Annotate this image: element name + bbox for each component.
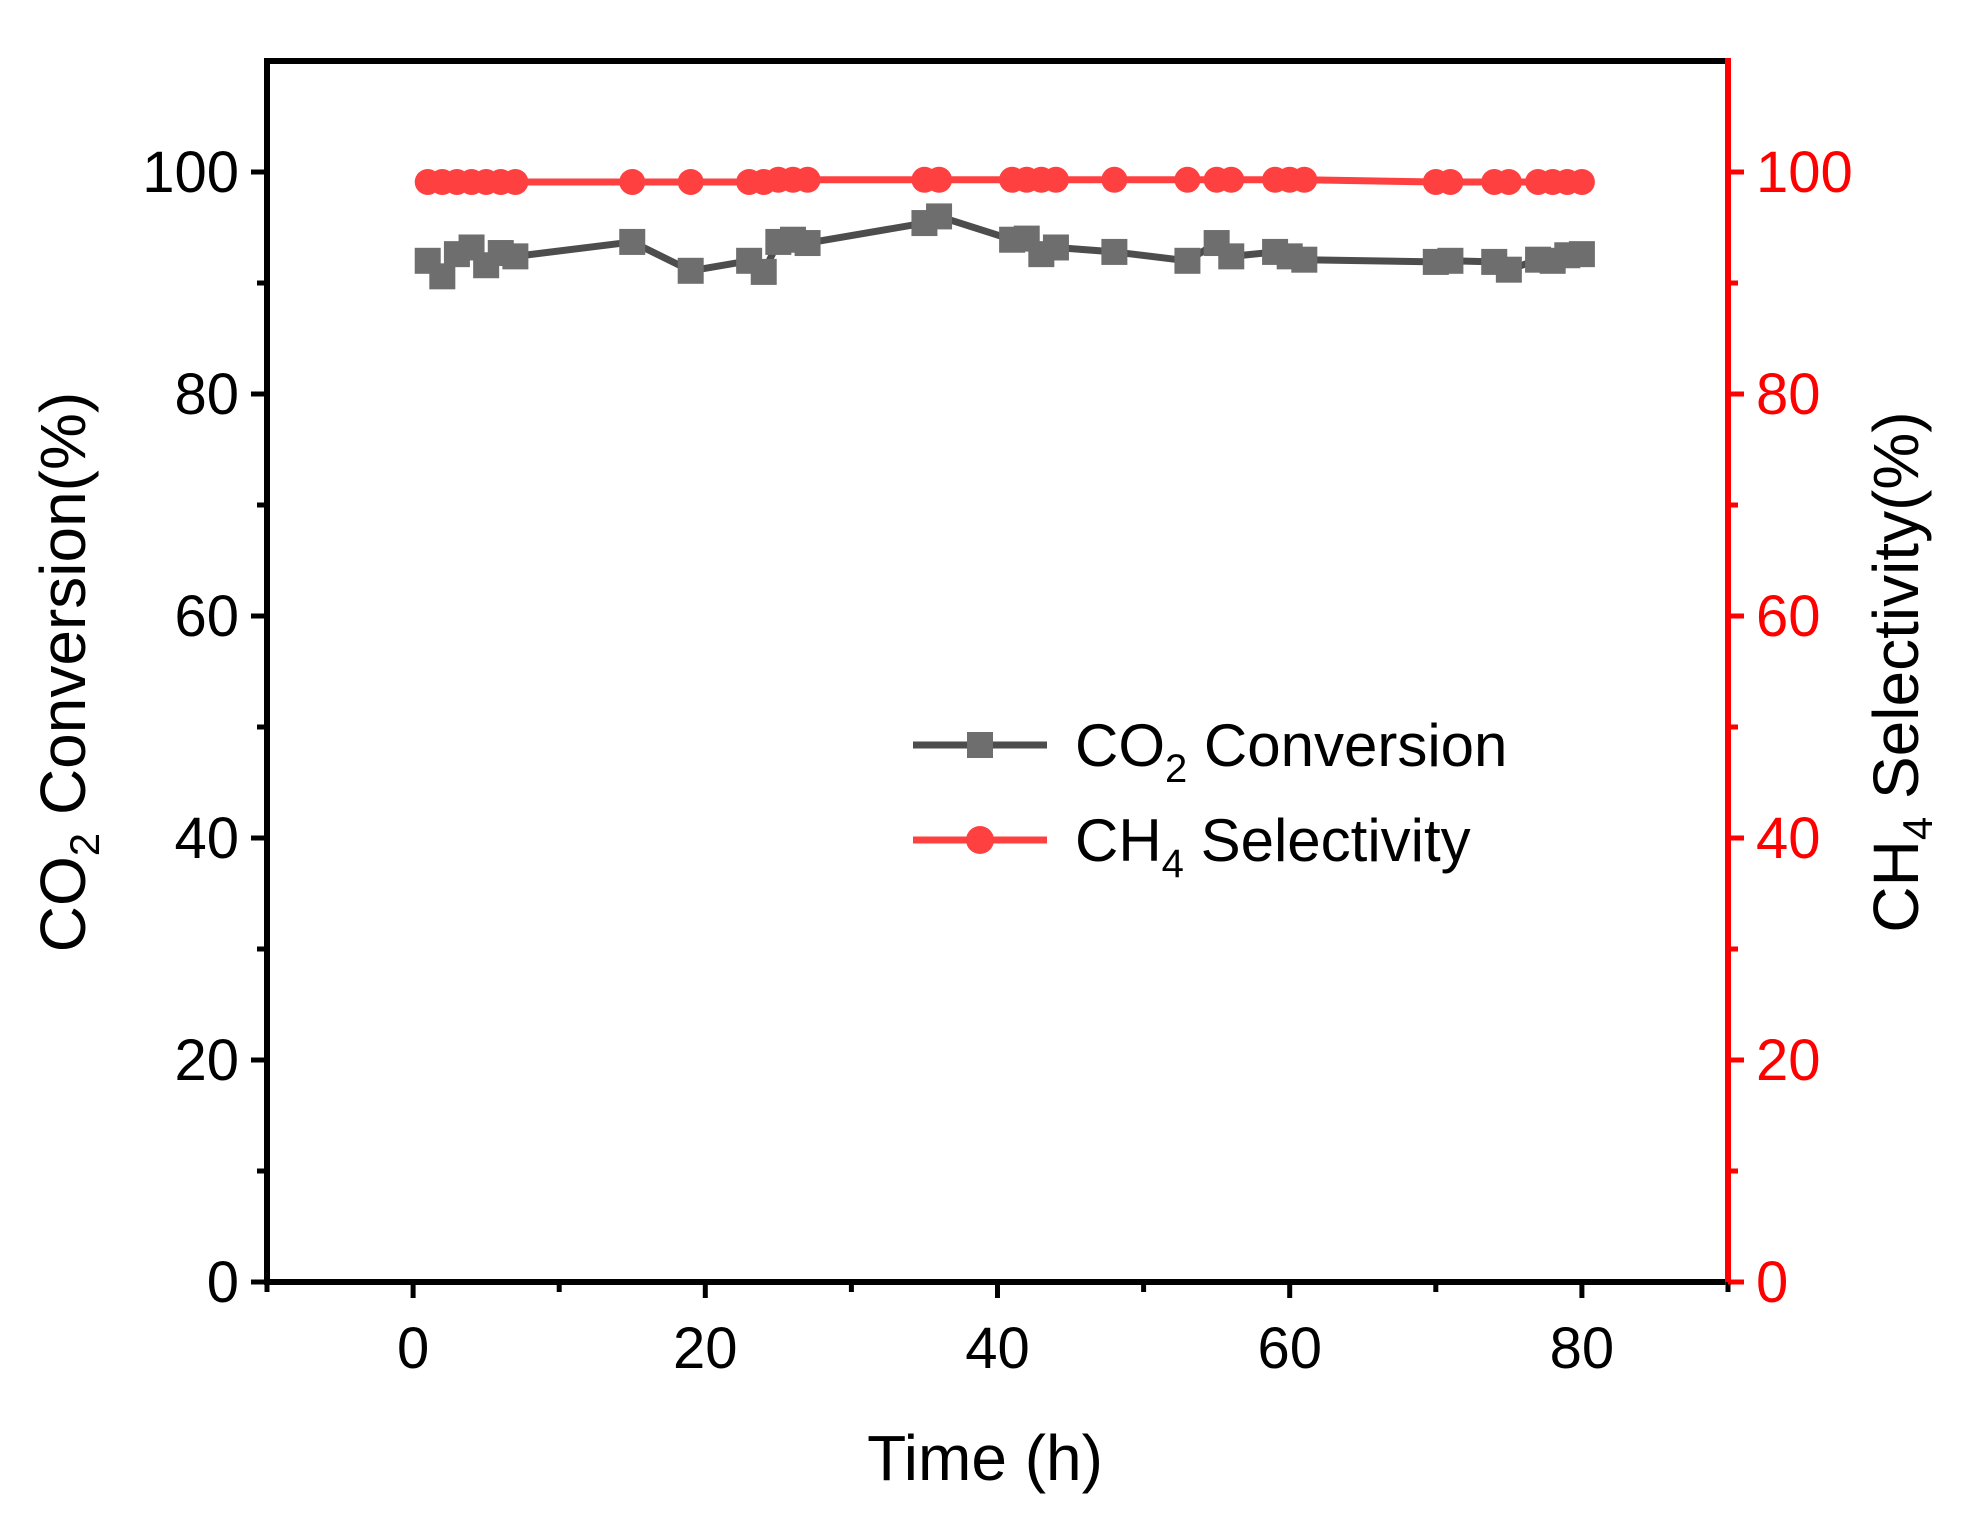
data-point-ch4: [1568, 168, 1595, 195]
y-tick-label-left: 40: [174, 806, 239, 871]
y-tick-label-left: 60: [174, 584, 239, 649]
data-point-co2: [1291, 246, 1318, 273]
data-point-co2: [1101, 238, 1128, 265]
data-point-ch4: [502, 168, 529, 195]
x-tick-label: 40: [965, 1316, 1030, 1381]
x-tick-label: 0: [397, 1316, 429, 1381]
data-point-co2: [1495, 256, 1522, 283]
data-point-co2: [429, 263, 456, 290]
data-point-co2: [750, 258, 777, 285]
data-point-co2: [1042, 234, 1069, 261]
axes-layer: 0 20 40 60 80 0 20 40 60 80 100 0 20 40 60 80 100: [142, 58, 1853, 1381]
data-point-ch4: [1174, 166, 1201, 193]
legend-item-co2: CO2 Conversion: [913, 712, 1507, 791]
y-axis-title-left: CO2 Conversion(%): [27, 392, 108, 952]
legend-label-ch4: CH4 Selectivity: [1075, 807, 1471, 886]
data-point-ch4: [1291, 166, 1318, 193]
data-point-ch4: [1437, 168, 1464, 195]
data-point-co2: [619, 228, 646, 255]
data-point-co2: [677, 257, 704, 284]
y-tick-label-right: 20: [1756, 1028, 1821, 1093]
y-tick-label-right: 100: [1756, 140, 1853, 205]
data-point-co2: [1437, 247, 1464, 274]
legend: CO2 Conversion CH4 Selectivity: [913, 712, 1507, 886]
y-tick-label-left: 20: [174, 1028, 239, 1093]
y-tick-label-left: 80: [174, 362, 239, 427]
y-axis-title-right: CH4 Selectivity(%): [1860, 411, 1941, 932]
y-tick-label-right: 80: [1756, 362, 1821, 427]
data-point-ch4: [1495, 168, 1522, 195]
data-point-ch4: [926, 166, 953, 193]
data-point-ch4: [794, 166, 821, 193]
data-point-ch4: [1042, 166, 1069, 193]
data-point-co2: [502, 243, 529, 270]
legend-label-co2: CO2 Conversion: [1075, 712, 1507, 791]
y-tick-label-left: 0: [207, 1250, 239, 1315]
x-tick-label: 20: [673, 1316, 738, 1381]
data-point-ch4: [1218, 166, 1245, 193]
y-tick-label-right: 0: [1756, 1250, 1788, 1315]
legend-marker-circle: [966, 826, 994, 854]
x-tick-label: 80: [1550, 1316, 1615, 1381]
x-tick-label: 60: [1257, 1316, 1322, 1381]
y-tick-label-left: 100: [142, 140, 239, 205]
legend-item-ch4: CH4 Selectivity: [913, 807, 1471, 886]
data-point-co2: [794, 230, 821, 257]
data-point-ch4: [677, 168, 704, 195]
data-point-co2: [1174, 247, 1201, 274]
data-point-co2: [1568, 241, 1595, 268]
data-point-ch4: [619, 168, 646, 195]
legend-marker-square: [967, 732, 993, 758]
series-layer: [414, 166, 1595, 290]
x-axis-title: Time (h): [867, 1422, 1103, 1494]
y-tick-label-right: 40: [1756, 806, 1821, 871]
data-point-co2: [926, 203, 953, 230]
data-point-co2: [1218, 243, 1245, 270]
y-tick-label-right: 60: [1756, 584, 1821, 649]
data-point-ch4: [1101, 166, 1128, 193]
